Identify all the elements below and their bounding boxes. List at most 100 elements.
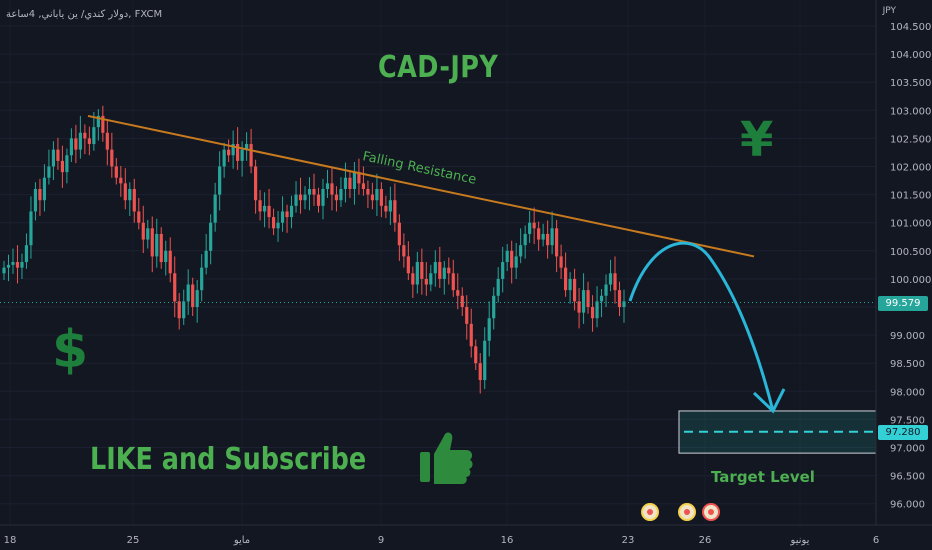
candle-body bbox=[568, 278, 572, 291]
candle-body bbox=[213, 194, 217, 223]
candle-body bbox=[267, 205, 271, 218]
candle-body bbox=[519, 245, 523, 257]
candle-body bbox=[505, 250, 509, 263]
time-axis[interactable]: 18 25 مايو 9 16 23 26 يونيو 6 bbox=[0, 524, 932, 546]
candle-body bbox=[559, 256, 563, 268]
projection-arrowhead bbox=[752, 388, 786, 414]
event-flag-dot bbox=[647, 509, 653, 515]
x-tick-label: 23 bbox=[622, 535, 635, 546]
candle-body bbox=[303, 194, 307, 201]
candle-body bbox=[330, 183, 334, 195]
candle-body bbox=[249, 144, 253, 167]
candle-body bbox=[123, 183, 127, 201]
candle-body bbox=[496, 278, 500, 296]
x-tick-label: 18 bbox=[4, 535, 17, 546]
candle-body bbox=[307, 188, 312, 195]
candle-body bbox=[51, 149, 56, 167]
candle-body bbox=[438, 262, 442, 279]
candle-body bbox=[6, 264, 11, 268]
candle-body bbox=[393, 200, 397, 223]
candle-body bbox=[195, 290, 199, 307]
y-tick-label: 102.000 bbox=[890, 163, 931, 174]
candle-body bbox=[119, 177, 123, 184]
candle-body bbox=[622, 301, 626, 307]
projection-arc bbox=[628, 241, 775, 412]
candle-body bbox=[110, 149, 114, 167]
candle-body bbox=[11, 262, 15, 265]
candle-body bbox=[492, 295, 496, 319]
currency-label: JPY bbox=[882, 6, 896, 16]
current-price-tag: 99.579 bbox=[878, 295, 928, 311]
candle-body bbox=[218, 166, 222, 195]
yen-symbol: ¥ bbox=[740, 112, 774, 168]
candle-body bbox=[420, 262, 424, 279]
x-tick-label: 6 bbox=[873, 535, 879, 546]
candle-body bbox=[83, 132, 87, 139]
y-tick-label: 100.500 bbox=[890, 247, 931, 258]
candle-body bbox=[159, 233, 163, 263]
candle-body bbox=[137, 211, 141, 223]
candle-body bbox=[501, 262, 505, 279]
candle-body bbox=[20, 262, 24, 268]
candle-body bbox=[599, 295, 604, 302]
candlestick-series bbox=[2, 105, 626, 394]
candle-body bbox=[379, 188, 383, 206]
candle-body bbox=[456, 290, 460, 296]
candle-body bbox=[348, 177, 352, 189]
y-tick-label: 97.500 bbox=[890, 415, 925, 426]
candle-body bbox=[532, 222, 536, 229]
y-tick-label: 103.500 bbox=[890, 78, 931, 89]
y-tick-label: 96.500 bbox=[890, 472, 925, 483]
candle-body bbox=[469, 323, 473, 347]
candle-body bbox=[523, 233, 527, 246]
candle-body bbox=[608, 273, 613, 285]
candle-body bbox=[262, 205, 267, 212]
x-tick-label: 9 bbox=[378, 535, 384, 546]
candle-body bbox=[298, 194, 303, 201]
candle-body bbox=[617, 290, 622, 307]
candle-body bbox=[105, 132, 109, 150]
price-axis[interactable]: 104.500 104.000 103.500 103.000 102.500 102.0… bbox=[875, 0, 931, 525]
candle-body bbox=[384, 205, 388, 212]
candle-body bbox=[577, 301, 581, 313]
candle-body bbox=[114, 166, 118, 178]
y-tick-label: 99.000 bbox=[890, 331, 925, 342]
candle-body bbox=[253, 166, 258, 201]
target-price-tag: 97.280 bbox=[878, 424, 928, 440]
candle-body bbox=[186, 284, 190, 302]
candle-body bbox=[74, 138, 78, 150]
ticker-info: دولار كندي/ ين ياباني, 4ساعة, FXCM bbox=[6, 9, 163, 20]
y-tick-label: 101.500 bbox=[890, 191, 931, 202]
candle-body bbox=[231, 144, 235, 156]
y-tick-label: 96.000 bbox=[890, 500, 925, 511]
event-markers[interactable] bbox=[641, 503, 720, 521]
candle-body bbox=[442, 267, 446, 279]
x-tick-label: 16 bbox=[501, 535, 514, 546]
candle-body bbox=[541, 233, 545, 240]
candle-body bbox=[433, 262, 437, 274]
candle-body bbox=[316, 194, 321, 206]
candle-body bbox=[271, 217, 276, 229]
candle-body bbox=[258, 200, 262, 212]
chart-grid bbox=[0, 25, 876, 505]
candle-body bbox=[245, 144, 249, 150]
candle-body bbox=[388, 200, 392, 212]
event-flag-dot bbox=[708, 509, 714, 515]
candle-body bbox=[563, 267, 568, 291]
event-flag-dot bbox=[684, 509, 690, 515]
candle-body bbox=[334, 194, 339, 201]
candle-body bbox=[200, 267, 204, 291]
candle-body bbox=[586, 290, 590, 307]
candle-body bbox=[339, 188, 343, 201]
candle-body bbox=[514, 256, 518, 268]
candle-body bbox=[2, 267, 6, 274]
candle-body bbox=[595, 301, 599, 319]
candle-body bbox=[47, 166, 51, 178]
candle-body bbox=[209, 222, 213, 251]
candle-body bbox=[101, 115, 105, 133]
x-tick-label: يونيو bbox=[790, 535, 810, 546]
candle-body bbox=[240, 149, 244, 161]
candle-body bbox=[177, 301, 181, 319]
candle-body bbox=[402, 245, 406, 257]
